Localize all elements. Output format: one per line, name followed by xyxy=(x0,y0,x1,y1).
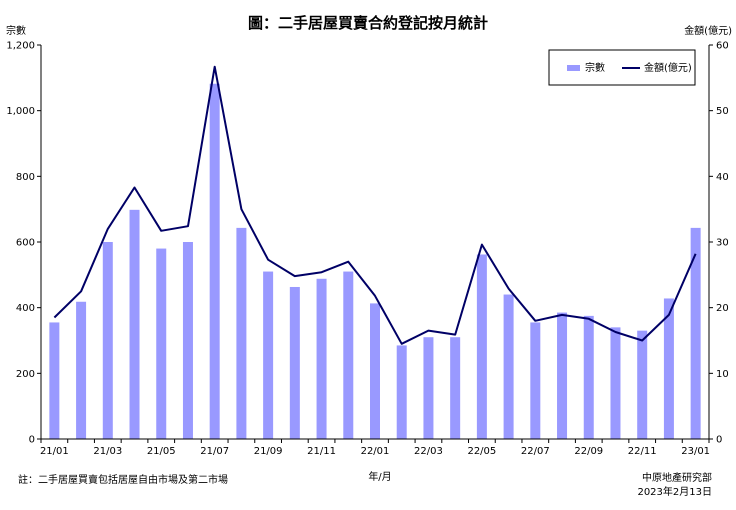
bar xyxy=(557,312,568,439)
legend: 宗數 金額(億元) xyxy=(548,49,696,86)
bar xyxy=(289,286,300,439)
bar xyxy=(583,315,594,439)
x-tick-label: 21/11 xyxy=(307,446,336,457)
bar xyxy=(450,337,461,439)
x-tick-label: 21/07 xyxy=(200,446,229,457)
bar xyxy=(316,278,327,439)
x-tick-label: 22/01 xyxy=(361,446,390,457)
right-tick-label: 40 xyxy=(716,172,729,183)
bar xyxy=(530,322,541,439)
x-tick-label: 21/05 xyxy=(147,446,176,457)
x-tick-label: 23/01 xyxy=(681,446,710,457)
bar xyxy=(76,301,87,439)
left-tick-label: 400 xyxy=(16,303,35,314)
bar xyxy=(476,254,487,439)
left-tick-label: 600 xyxy=(16,238,35,249)
bar xyxy=(236,227,247,439)
footnote: 註：二手居屋買賣包括居屋自由市場及第二市場 xyxy=(18,473,228,486)
x-tick-label: 21/09 xyxy=(254,446,283,457)
right-tick-label: 30 xyxy=(716,238,729,249)
right-tick-label: 0 xyxy=(716,435,722,446)
bar xyxy=(209,83,220,439)
bar xyxy=(263,271,274,439)
x-tick-label: 22/07 xyxy=(521,446,550,457)
bar xyxy=(690,227,701,439)
legend-bar-swatch xyxy=(567,65,580,71)
bar xyxy=(49,322,60,439)
plot-area: 0 200 400 600 800 1,000 1,200 0 10 20 30 40 50 60 21/0… xyxy=(6,41,728,458)
legend-label-amount: 金額(億元) xyxy=(644,61,692,74)
x-tick-label: 22/09 xyxy=(574,446,603,457)
x-tick-label: 21/03 xyxy=(93,446,122,457)
right-tick-label: 60 xyxy=(716,41,729,52)
right-tick-label: 10 xyxy=(716,369,729,380)
bar xyxy=(637,330,648,439)
x-tick-label: 22/11 xyxy=(628,446,657,457)
left-tick-label: 200 xyxy=(16,369,35,380)
right-tick-label: 50 xyxy=(716,106,729,117)
right-axis-title: 金額(億元) xyxy=(684,24,732,37)
bar xyxy=(503,294,514,439)
x-tick-label: 21/01 xyxy=(40,446,69,457)
left-tick-label: 1,000 xyxy=(6,106,35,117)
left-tick-label: 1,200 xyxy=(6,41,35,52)
bar xyxy=(156,248,167,439)
bar xyxy=(423,337,434,439)
source-credit: 中原地產研究部 xyxy=(642,471,712,484)
bar xyxy=(610,327,621,439)
bar xyxy=(129,209,140,439)
left-tick-label: 800 xyxy=(16,172,35,183)
bar xyxy=(343,271,354,439)
bar xyxy=(396,345,407,439)
legend-label-count: 宗數 xyxy=(585,61,605,74)
right-tick-label: 20 xyxy=(716,303,729,314)
chart-title: 圖：二手居屋買賣合約登記按月統計 xyxy=(248,14,488,32)
bar xyxy=(663,298,674,439)
left-tick-label: 0 xyxy=(29,435,35,446)
publish-date: 2023年2月13日 xyxy=(637,485,712,498)
x-axis-title: 年/月 xyxy=(368,470,391,483)
amount-line xyxy=(53,65,697,345)
x-tick-label: 22/03 xyxy=(414,446,443,457)
bar xyxy=(182,242,193,439)
x-tick-label: 22/05 xyxy=(467,446,496,457)
bar xyxy=(370,303,380,439)
left-axis-title: 宗數 xyxy=(6,24,26,37)
bar xyxy=(102,242,113,439)
